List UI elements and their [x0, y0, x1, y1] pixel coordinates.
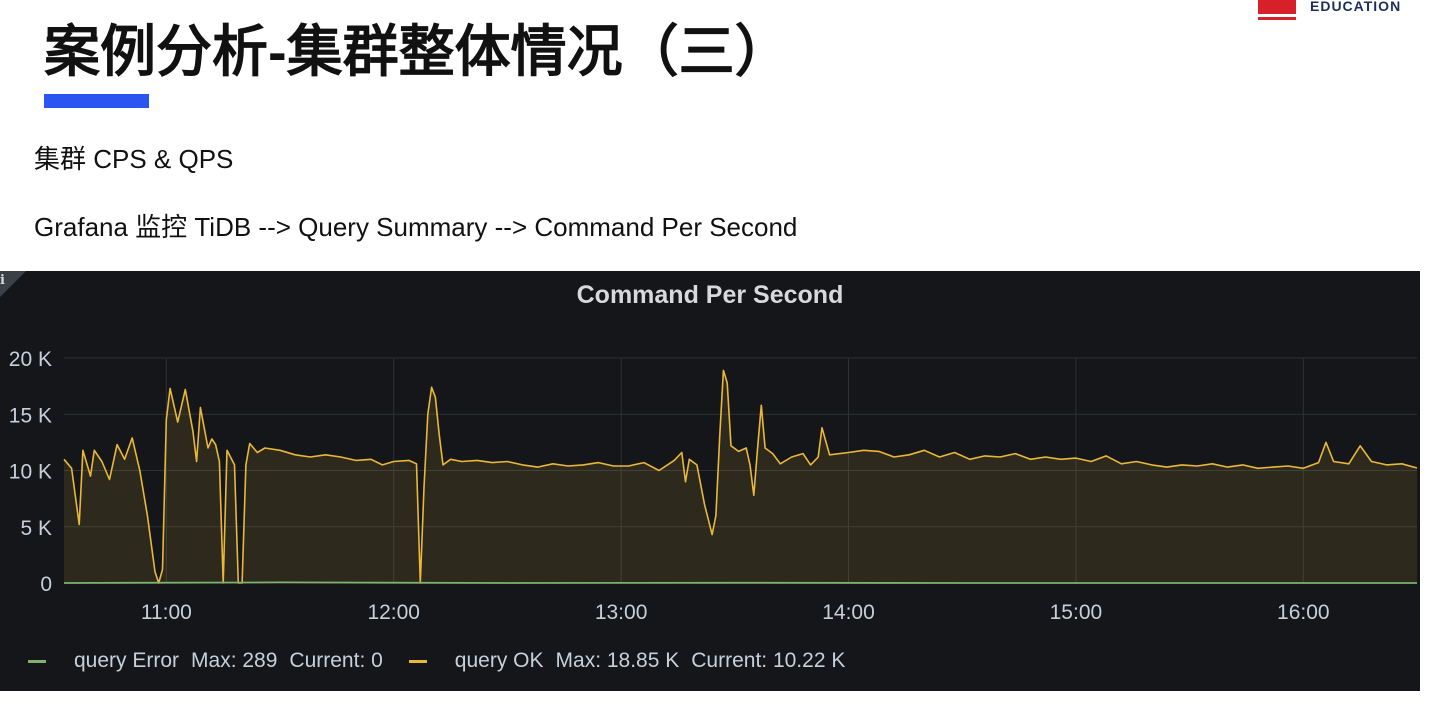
query-ok-line	[63, 369, 1418, 584]
panel-corner-marker[interactable]	[0, 271, 26, 297]
x-tick-label: 11:00	[141, 601, 192, 624]
grafana-path: Grafana 监控 TiDB --> Query Summary --> Co…	[34, 212, 798, 242]
x-tick-label: 15:00	[1050, 601, 1103, 624]
slide-subtitle: 集群 CPS & QPS	[34, 144, 234, 174]
legend-series-name: query OK	[454, 649, 544, 672]
legend-current: Current: 0	[289, 649, 383, 672]
legend-item-query-ok[interactable]: query OK Max: 18.85 K Current: 10.22 K	[408, 649, 846, 673]
legend-current: Current: 10.22 K	[691, 649, 846, 672]
legend-series-name: query Error	[74, 649, 180, 672]
x-tick-label: 16:00	[1277, 601, 1330, 624]
command-per-second-chart: 0 5 K 10 K 15 K 20 K 11:00 12:00 13:00 14:00 15:0…	[9, 348, 1418, 624]
y-tick-label: 20 K	[9, 348, 52, 371]
legend-max: Max: 18.85 K	[555, 649, 680, 672]
legend-item-query-error[interactable]: query Error Max: 289 Current: 0	[28, 649, 383, 673]
chart-legend: query Error Max: 289 Current: 0 query OK…	[28, 649, 871, 673]
legend-swatch-query-error	[28, 659, 46, 663]
legend-swatch-query-ok	[408, 659, 427, 663]
x-tick-label: 12:00	[367, 601, 420, 624]
brand-text: EDUCATION	[1310, 0, 1402, 14]
slide-title: 案例分析-集群整体情况（三）	[44, 20, 791, 83]
x-tick-label: 14:00	[822, 601, 875, 624]
x-tick-label: 13:00	[595, 601, 648, 624]
y-tick-label: 15 K	[9, 404, 52, 427]
query-error-line	[63, 581, 1417, 584]
title-accent-bar	[44, 94, 149, 108]
y-tick-label: 5 K	[20, 517, 52, 540]
panel-title[interactable]: Command Per Second	[576, 281, 844, 309]
grafana-panel: i Command Per Second 0 5 K 10 K 15 K 20 K 11:…	[0, 271, 1420, 691]
query-ok-area	[64, 370, 1417, 583]
y-tick-label: 0	[40, 573, 52, 596]
legend-max: Max: 289	[191, 649, 278, 672]
brand-logo-icon	[1258, 0, 1296, 20]
y-tick-label: 10 K	[9, 461, 52, 484]
info-icon[interactable]: i	[0, 273, 5, 288]
